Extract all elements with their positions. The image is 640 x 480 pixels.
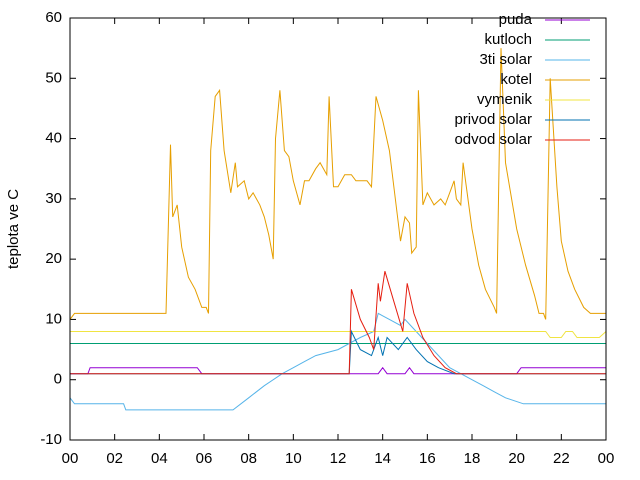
x-tick-label: 18 [464,450,481,467]
x-tick-label: 20 [508,450,525,467]
y-tick-label: 50 [45,69,62,86]
legend-label: kutloch [484,31,532,48]
plot-border [69,17,607,441]
series-line [70,271,606,375]
y-tick-label: 30 [45,190,62,207]
legend-label: privod solar [454,111,532,128]
y-tick-label: 40 [45,130,62,147]
x-tick-label: 04 [151,450,168,467]
x-tick-label: 00 [598,450,615,467]
series-line [69,48,606,320]
x-tick-label: 00 [62,450,79,467]
x-tick-label: 10 [285,450,302,467]
x-tick-label: 06 [196,450,213,467]
series-line [70,331,607,338]
series-line [70,329,606,375]
legend-label: 3ti solar [479,51,532,68]
x-tick-label: 16 [419,450,436,467]
y-tick-label: 0 [54,371,62,388]
y-tick-label: 10 [45,310,62,327]
legend-label: kotel [500,71,532,88]
x-tick-label: 08 [240,450,257,467]
y-tick-label: 20 [45,250,62,267]
legend-label: vymenik [477,91,533,108]
legend-label: odvod solar [454,131,532,148]
y-tick-label: -10 [40,431,62,448]
series-line [70,366,606,375]
x-tick-label: 02 [106,450,123,467]
x-tick-label: 14 [374,450,391,467]
x-tick-label: 22 [553,450,570,467]
y-tick-label: 60 [45,9,62,26]
legend-label: puda [499,11,533,28]
series-line [69,312,606,411]
y-axis-label: teplota ve C [5,189,22,269]
x-tick-label: 12 [330,450,347,467]
